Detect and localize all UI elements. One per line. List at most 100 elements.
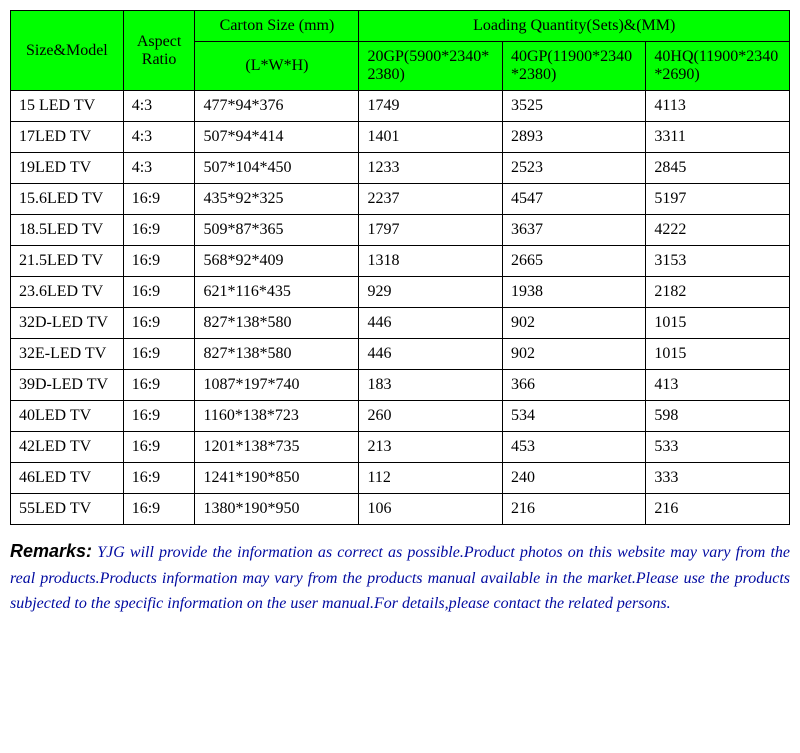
cell-carton: 827*138*580 <box>195 339 359 370</box>
cell-q2: 4547 <box>502 184 645 215</box>
cell-q1: 183 <box>359 370 502 401</box>
th-20gp: 20GP(5900*2340*2380) <box>359 42 502 91</box>
cell-q3: 2845 <box>646 153 790 184</box>
cell-q3: 3153 <box>646 246 790 277</box>
cell-q2: 2665 <box>502 246 645 277</box>
cell-q2: 453 <box>502 432 645 463</box>
cell-carton: 507*104*450 <box>195 153 359 184</box>
cell-q1: 260 <box>359 401 502 432</box>
cell-ratio: 16:9 <box>123 184 195 215</box>
cell-ratio: 4:3 <box>123 153 195 184</box>
cell-q2: 2893 <box>502 122 645 153</box>
cell-q2: 902 <box>502 339 645 370</box>
cell-q2: 2523 <box>502 153 645 184</box>
cell-carton: 1160*138*723 <box>195 401 359 432</box>
cell-carton: 509*87*365 <box>195 215 359 246</box>
table-row: 32D-LED TV16:9827*138*5804469021015 <box>11 308 790 339</box>
cell-q2: 366 <box>502 370 645 401</box>
cell-q3: 598 <box>646 401 790 432</box>
cell-size: 55LED TV <box>11 494 124 525</box>
cell-carton: 435*92*325 <box>195 184 359 215</box>
cell-ratio: 16:9 <box>123 246 195 277</box>
cell-q3: 2182 <box>646 277 790 308</box>
cell-size: 46LED TV <box>11 463 124 494</box>
remarks-label: Remarks: <box>10 541 92 561</box>
cell-ratio: 16:9 <box>123 463 195 494</box>
cell-carton: 1380*190*950 <box>195 494 359 525</box>
cell-carton: 621*116*435 <box>195 277 359 308</box>
table-row: 18.5LED TV16:9509*87*365179736374222 <box>11 215 790 246</box>
cell-ratio: 16:9 <box>123 215 195 246</box>
cell-q2: 240 <box>502 463 645 494</box>
table-row: 46LED TV16:91241*190*850112240333 <box>11 463 790 494</box>
cell-ratio: 16:9 <box>123 308 195 339</box>
th-size-model: Size&Model <box>11 11 124 91</box>
th-carton-lwh: (L*W*H) <box>195 42 359 91</box>
cell-q2: 1938 <box>502 277 645 308</box>
spec-table: Size&Model Aspect Ratio Carton Size (mm)… <box>10 10 790 525</box>
cell-q3: 533 <box>646 432 790 463</box>
cell-carton: 827*138*580 <box>195 308 359 339</box>
table-row: 17LED TV4:3507*94*414140128933311 <box>11 122 790 153</box>
cell-ratio: 16:9 <box>123 370 195 401</box>
cell-carton: 1241*190*850 <box>195 463 359 494</box>
cell-size: 32D-LED TV <box>11 308 124 339</box>
cell-size: 39D-LED TV <box>11 370 124 401</box>
remarks-block: Remarks: YJG will provide the informatio… <box>10 537 790 617</box>
cell-size: 15.6LED TV <box>11 184 124 215</box>
cell-ratio: 16:9 <box>123 401 195 432</box>
th-40gp: 40GP(11900*2340*2380) <box>502 42 645 91</box>
cell-q1: 213 <box>359 432 502 463</box>
cell-carton: 507*94*414 <box>195 122 359 153</box>
cell-carton: 1201*138*735 <box>195 432 359 463</box>
cell-q3: 4222 <box>646 215 790 246</box>
cell-q1: 1797 <box>359 215 502 246</box>
cell-q3: 4113 <box>646 91 790 122</box>
cell-ratio: 16:9 <box>123 494 195 525</box>
cell-q3: 3311 <box>646 122 790 153</box>
cell-q3: 1015 <box>646 308 790 339</box>
cell-q2: 3637 <box>502 215 645 246</box>
cell-q3: 5197 <box>646 184 790 215</box>
cell-q1: 1233 <box>359 153 502 184</box>
table-row: 19LED TV4:3507*104*450123325232845 <box>11 153 790 184</box>
cell-size: 17LED TV <box>11 122 124 153</box>
table-row: 55LED TV16:91380*190*950106216216 <box>11 494 790 525</box>
cell-size: 21.5LED TV <box>11 246 124 277</box>
th-loading-qty: Loading Quantity(Sets)&(MM) <box>359 11 790 42</box>
table-row: 23.6LED TV16:9621*116*43592919382182 <box>11 277 790 308</box>
cell-q3: 1015 <box>646 339 790 370</box>
cell-size: 23.6LED TV <box>11 277 124 308</box>
cell-size: 40LED TV <box>11 401 124 432</box>
cell-q1: 112 <box>359 463 502 494</box>
cell-ratio: 16:9 <box>123 277 195 308</box>
cell-size: 15 LED TV <box>11 91 124 122</box>
cell-q1: 1401 <box>359 122 502 153</box>
table-row: 40LED TV16:91160*138*723260534598 <box>11 401 790 432</box>
cell-q3: 333 <box>646 463 790 494</box>
cell-q2: 902 <box>502 308 645 339</box>
cell-q1: 1318 <box>359 246 502 277</box>
th-carton-size: Carton Size (mm) <box>195 11 359 42</box>
cell-q2: 216 <box>502 494 645 525</box>
table-row: 15 LED TV4:3477*94*376174935254113 <box>11 91 790 122</box>
cell-size: 18.5LED TV <box>11 215 124 246</box>
cell-q1: 2237 <box>359 184 502 215</box>
cell-q2: 534 <box>502 401 645 432</box>
cell-size: 32E-LED TV <box>11 339 124 370</box>
table-row: 21.5LED TV16:9568*92*409131826653153 <box>11 246 790 277</box>
cell-ratio: 16:9 <box>123 339 195 370</box>
cell-ratio: 4:3 <box>123 122 195 153</box>
remarks-text: YJG will provide the information as corr… <box>10 544 790 612</box>
table-row: 42LED TV16:91201*138*735213453533 <box>11 432 790 463</box>
cell-q3: 216 <box>646 494 790 525</box>
cell-carton: 1087*197*740 <box>195 370 359 401</box>
th-40hq: 40HQ(11900*2340*2690) <box>646 42 790 91</box>
th-aspect-ratio: Aspect Ratio <box>123 11 195 91</box>
table-body: 15 LED TV4:3477*94*37617493525411317LED … <box>11 91 790 525</box>
cell-ratio: 16:9 <box>123 432 195 463</box>
cell-size: 42LED TV <box>11 432 124 463</box>
table-row: 15.6LED TV16:9435*92*325223745475197 <box>11 184 790 215</box>
cell-q1: 929 <box>359 277 502 308</box>
cell-carton: 477*94*376 <box>195 91 359 122</box>
